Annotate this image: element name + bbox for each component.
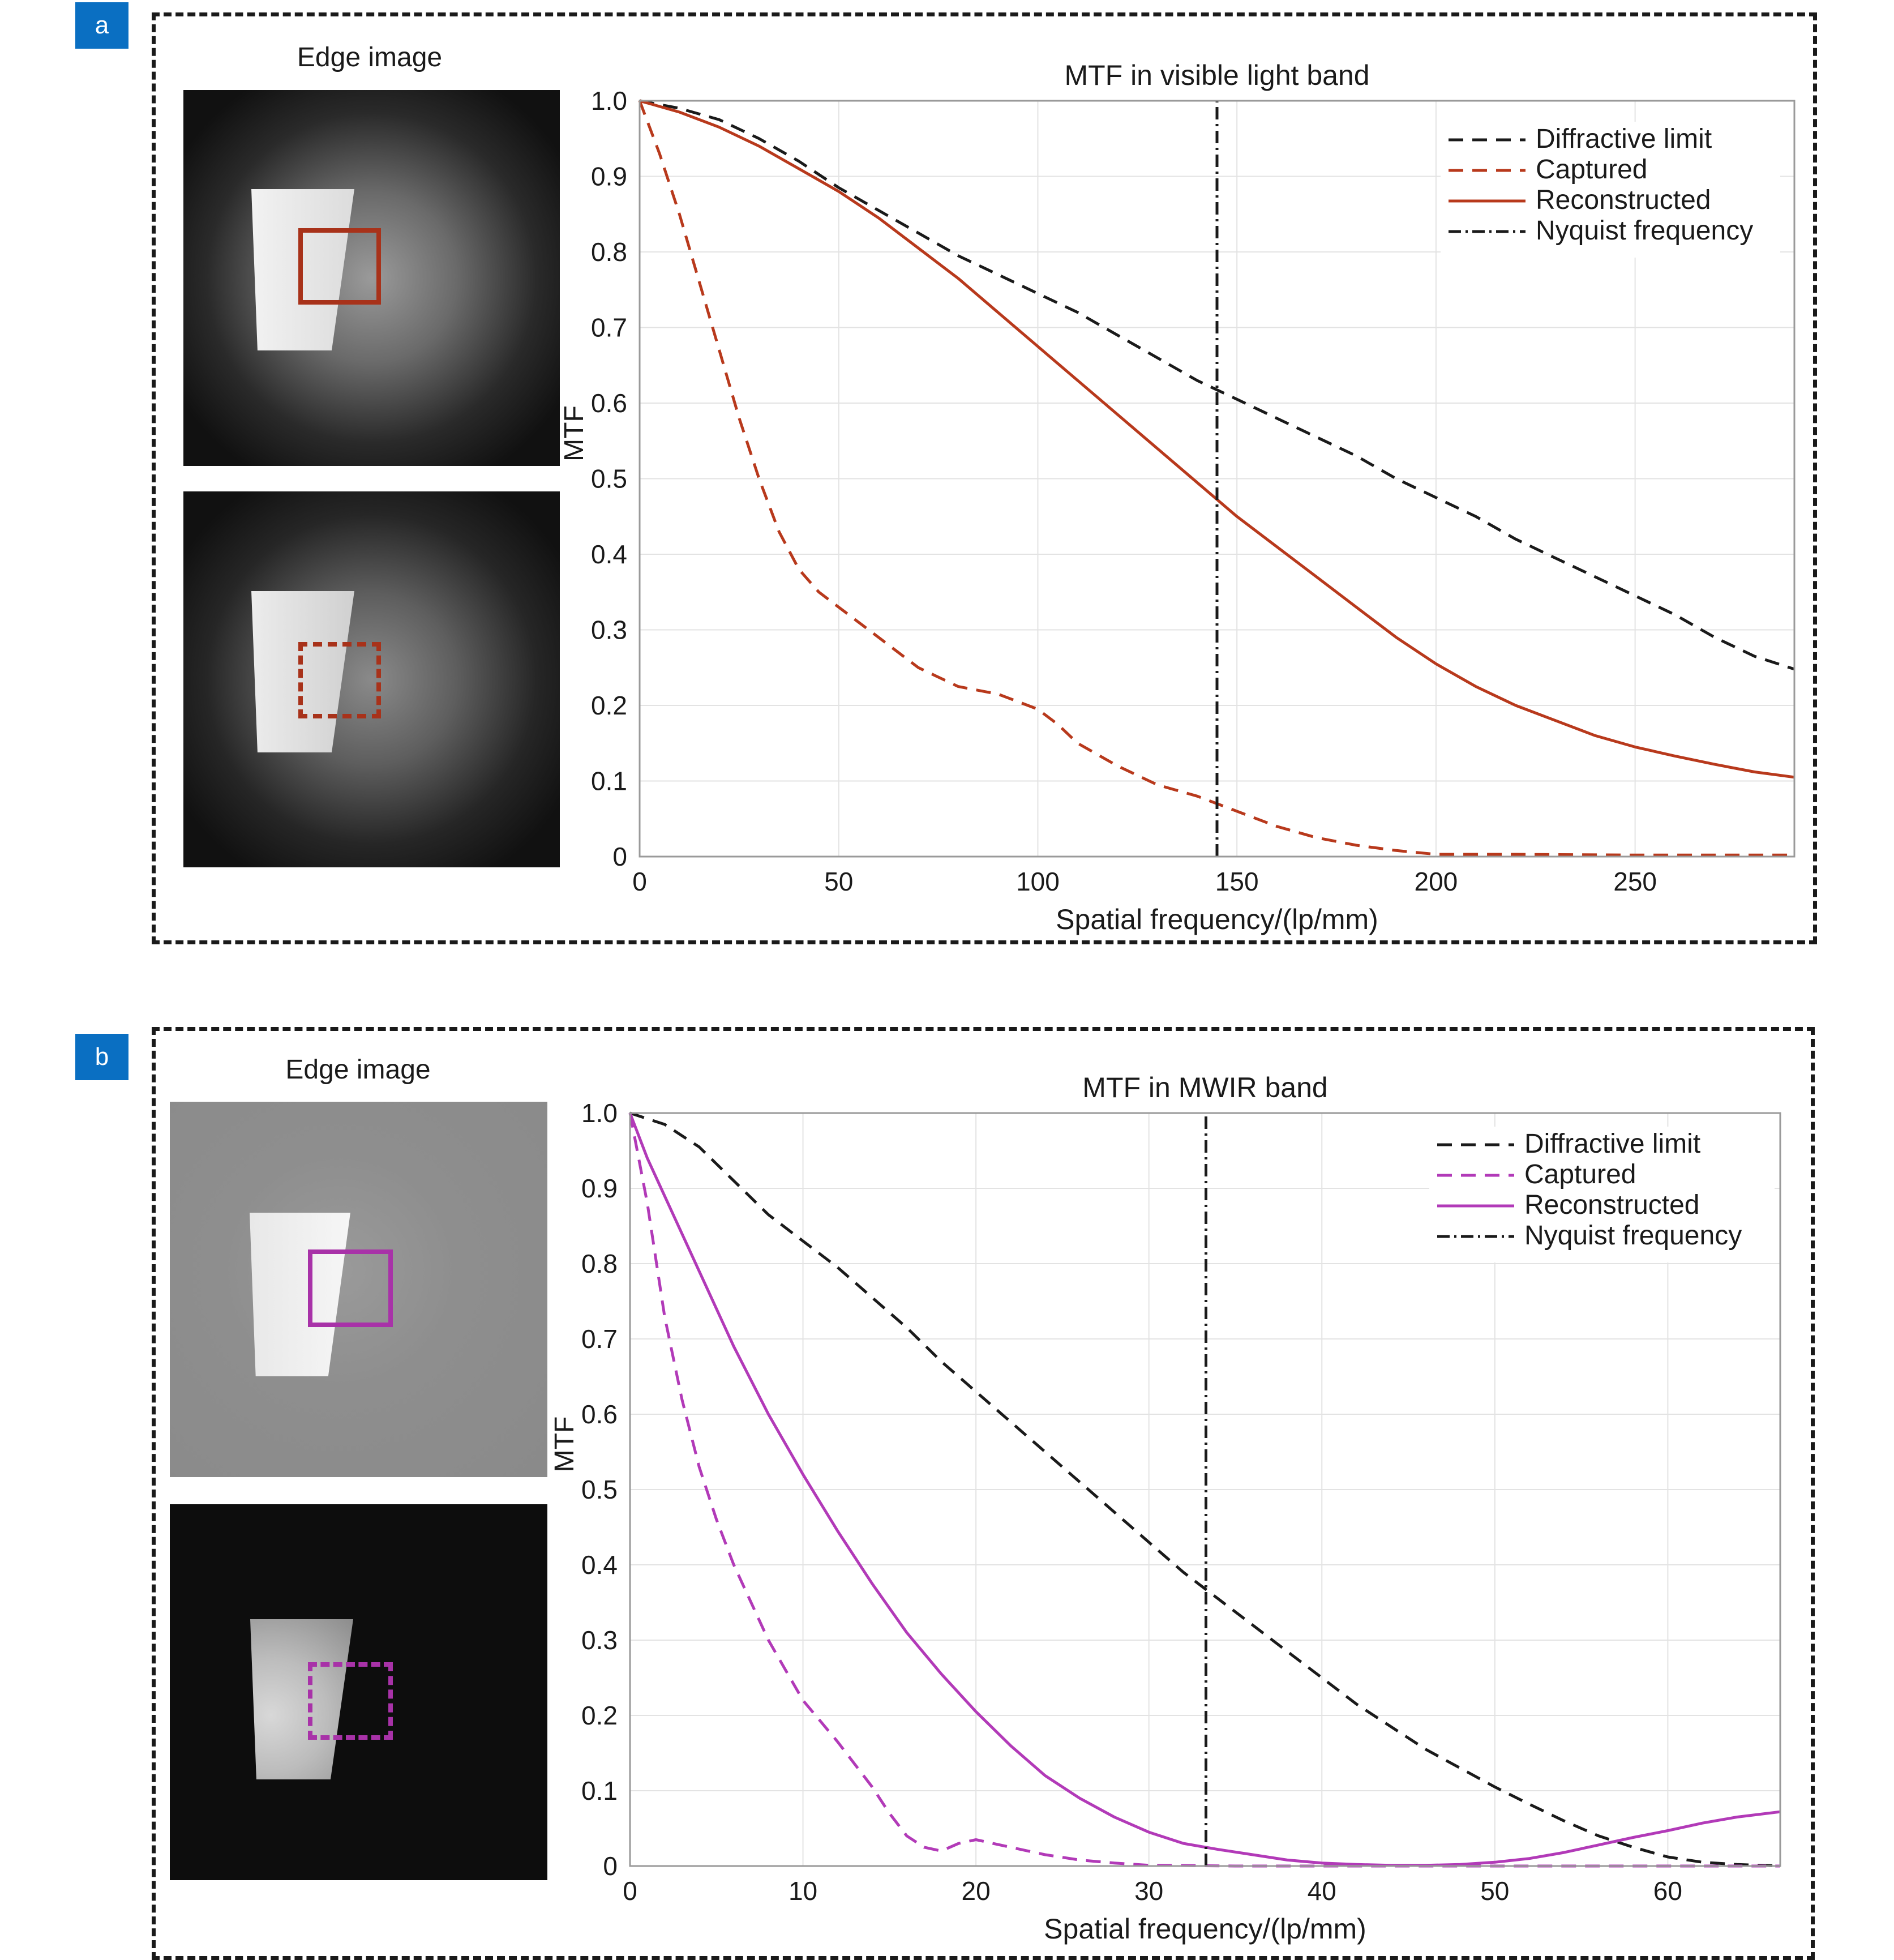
y-tick-label: 0 [603,1851,618,1881]
roi-box-solid [298,228,381,305]
plot-frame [629,1112,1781,1867]
panel-a-edge-photo-reconstructed [183,491,560,867]
y-tick-label: 0.8 [581,1249,618,1278]
y-tick-label: 0.5 [591,464,627,494]
y-tick-label: 1.0 [591,86,627,115]
legend-box [1429,1127,1775,1263]
panel-b-edge-image-title: Edge image [285,1055,431,1085]
x-axis-label: Spatial frequency/(lp/mm) [1044,1913,1366,1945]
y-tick-label: 0.4 [591,540,627,569]
y-axis-label: MTF [552,1416,580,1473]
x-tick-label: 60 [1653,1876,1682,1906]
y-tick-label: 0.6 [581,1400,618,1429]
y-tick-label: 0 [612,842,627,871]
roi-box-solid [308,1249,393,1327]
x-tick-label: 30 [1134,1876,1163,1906]
x-tick-label: 0 [623,1876,637,1906]
y-tick-label: 0.7 [591,313,627,343]
legend-label: Nyquist frequency [1536,216,1753,246]
y-tick-label: 0.1 [591,767,627,796]
y-tick-label: 0.2 [591,691,627,720]
y-tick-label: 0.3 [581,1625,618,1655]
panel-b-edge-photo-reconstructed [170,1504,547,1880]
y-tick-label: 0.3 [591,615,627,645]
y-tick-label: 0.9 [591,162,627,191]
panel-b-frame [152,1027,1815,1960]
panel-a-edge-photo-captured-reference [183,90,560,466]
y-tick-label: 0.5 [581,1475,618,1504]
x-tick-label: 50 [824,867,853,896]
series-line-captured [628,1112,1780,1868]
series-line-diffractive-limit [629,1111,1781,1868]
panel-a-tag: a [75,2,128,49]
y-tick-label: 1.0 [581,1098,618,1128]
legend-label: Nyquist frequency [1524,1221,1742,1251]
y-tick-label: 0.7 [581,1324,618,1354]
legend-box [1441,122,1780,258]
y-tick-label: 0.2 [581,1701,618,1730]
x-tick-label: 100 [1016,867,1060,896]
x-tick-label: 10 [789,1876,817,1906]
y-tick-label: 0.9 [581,1174,618,1203]
series-line-captured [638,100,1794,857]
x-tick-label: 0 [632,867,647,896]
mtf-chart-visible: 0 50 100 150 200 250 0 0.1 0.2 0.3 0.4 0.5 0.6 0.7 0.8… [560,59,1796,935]
x-axis-label: Spatial frequency/(lp/mm) [1056,904,1378,935]
legend-label: Reconstructed [1536,185,1711,215]
roi-box-dashed [298,642,381,718]
chart-title: MTF in MWIR band [1082,1072,1327,1103]
x-tick-label: 150 [1215,867,1259,896]
y-axis-label: MTF [560,405,589,461]
x-tick-label: 50 [1480,1876,1509,1906]
panel-a-frame [152,12,1817,944]
legend-label: Diffractive limit [1524,1129,1700,1159]
series-line-diffractive-limit [639,99,1795,671]
x-tick-label: 20 [962,1876,991,1906]
series-line-reconstructed [628,1112,1781,1867]
legend-label: Captured [1524,1159,1636,1189]
legend-label: Reconstructed [1524,1190,1700,1220]
chart-title: MTF in visible light band [1064,59,1369,91]
mtf-chart-mwir: 0 10 20 30 40 50 60 0 0.1 0.2 0.3 0.4 0.5 0.6 0.7 0.8 0.… [552,1072,1781,1945]
panel-b-edge-photo-captured-reference [170,1102,547,1477]
panel-b-tag: b [75,1034,128,1080]
y-tick-label: 0.4 [581,1550,618,1580]
x-tick-label: 250 [1613,867,1657,896]
legend-label: Diffractive limit [1536,124,1712,154]
panel-a-edge-image-title: Edge image [297,42,443,72]
plot-frame [639,100,1796,858]
x-tick-label: 200 [1415,867,1458,896]
legend-label: Captured [1536,155,1647,185]
y-tick-label: 0.1 [581,1776,618,1805]
x-tick-label: 40 [1308,1876,1336,1906]
roi-box-dashed [308,1662,393,1740]
y-tick-label: 0.8 [591,237,627,267]
y-tick-label: 0.6 [591,388,627,418]
